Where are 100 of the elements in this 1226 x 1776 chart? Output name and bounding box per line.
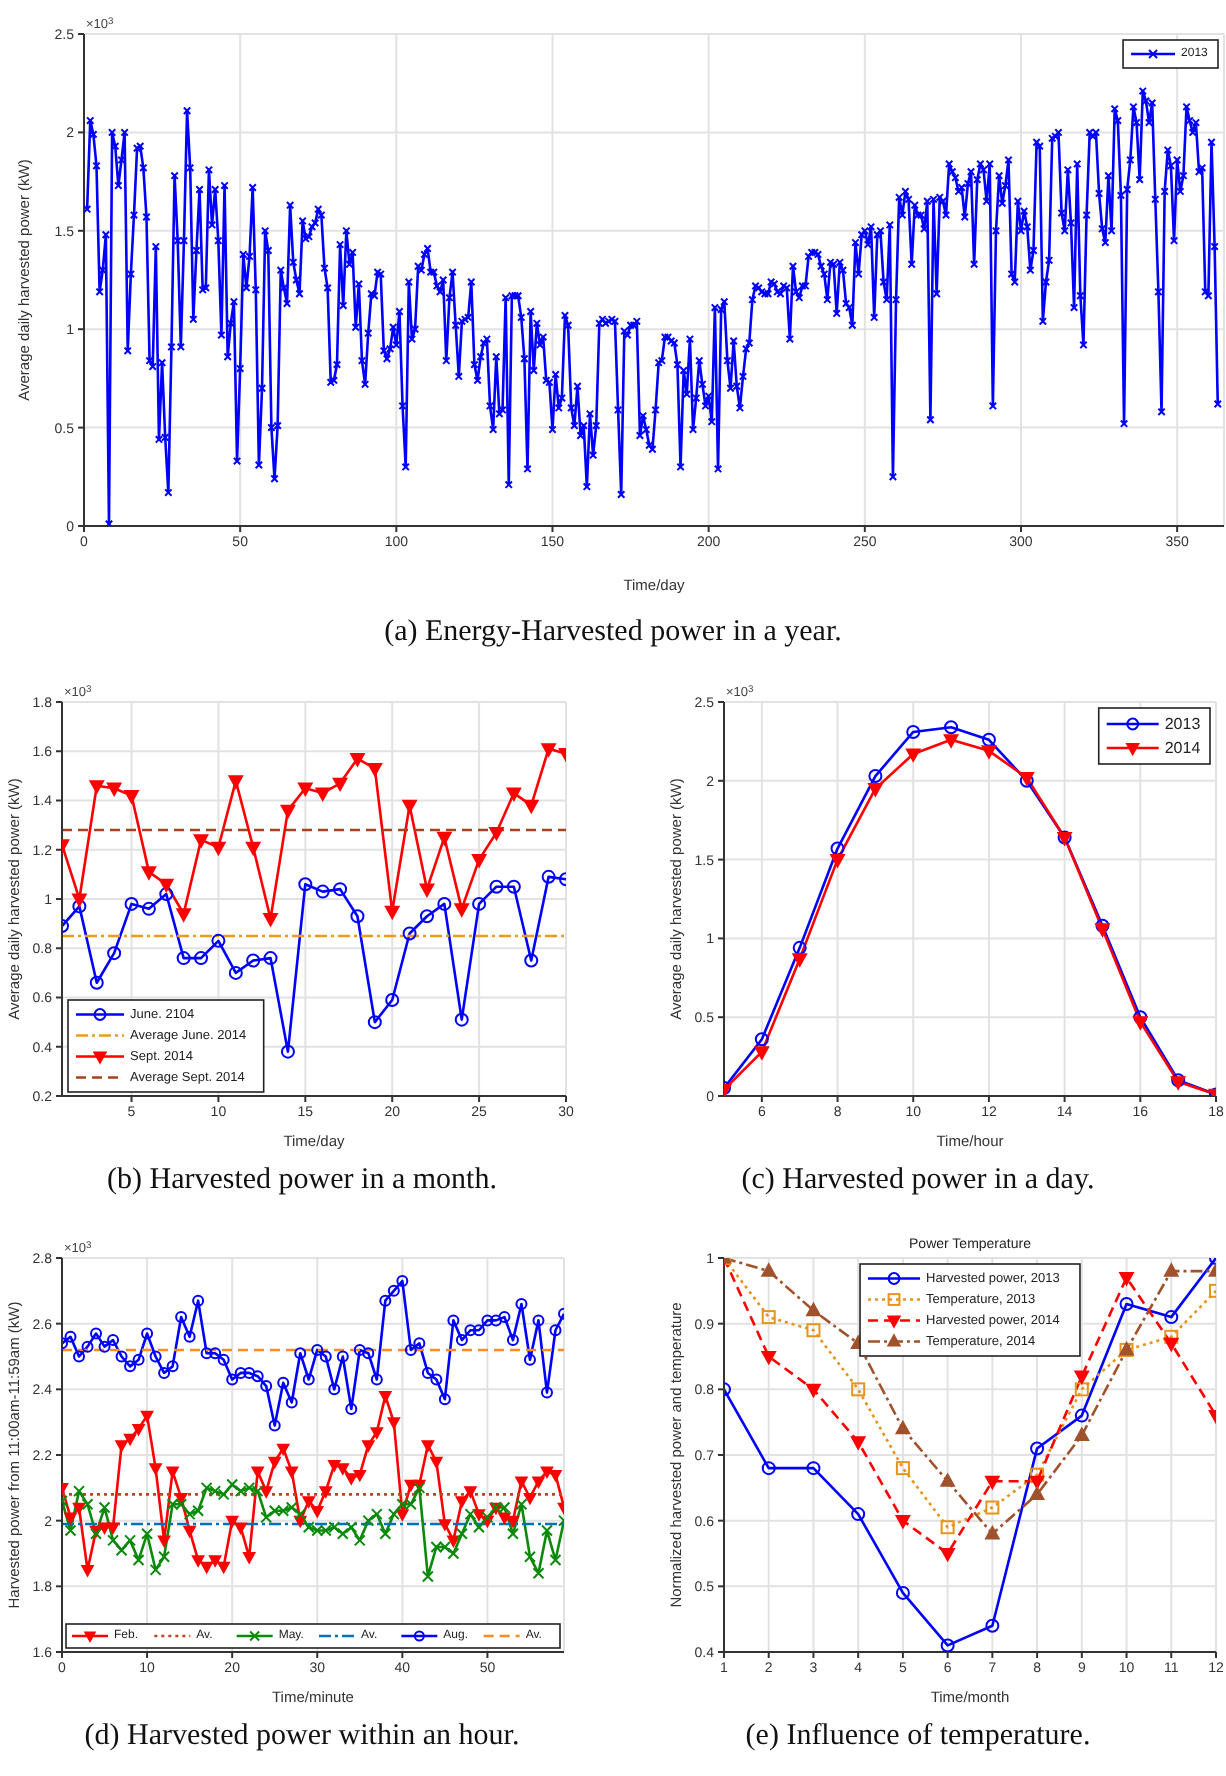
- point: [285, 1466, 299, 1479]
- point: [141, 901, 156, 916]
- point: [367, 762, 383, 777]
- point: [436, 831, 452, 846]
- point: [454, 1012, 469, 1027]
- point: [404, 1498, 417, 1511]
- point: [1095, 918, 1110, 933]
- point: [217, 1353, 230, 1366]
- point: [234, 1366, 247, 1379]
- point: [379, 1391, 392, 1403]
- point: [268, 1419, 281, 1432]
- point: [194, 951, 209, 966]
- point: [159, 887, 174, 902]
- point: [132, 1554, 145, 1567]
- point: [447, 1314, 460, 1327]
- point: [940, 1473, 956, 1487]
- point: [471, 854, 487, 868]
- point: [1119, 1272, 1134, 1286]
- point: [472, 1509, 486, 1521]
- point: [438, 1393, 451, 1406]
- point: [1030, 1441, 1045, 1456]
- point: [226, 1478, 239, 1491]
- point: [107, 1334, 120, 1347]
- point: [1132, 1016, 1148, 1030]
- point: [259, 1486, 273, 1498]
- point: [944, 720, 959, 735]
- point: [362, 1347, 375, 1360]
- point: [489, 879, 504, 894]
- point: [294, 1347, 307, 1360]
- point: [149, 1350, 162, 1363]
- point: [396, 1498, 409, 1511]
- point: [430, 1373, 443, 1386]
- text: (c) Harvested power in a day.: [739, 1164, 1097, 1198]
- point: [345, 1403, 358, 1416]
- point: [489, 826, 504, 841]
- point: [1119, 1296, 1134, 1311]
- point: [464, 1486, 477, 1498]
- point: [140, 1410, 154, 1423]
- point: [472, 1324, 485, 1337]
- point: [940, 1638, 955, 1652]
- point: [81, 1498, 94, 1511]
- point: [345, 1521, 358, 1534]
- point: [73, 1350, 86, 1363]
- point: [385, 992, 400, 1007]
- point: [523, 1550, 536, 1563]
- point: [353, 1343, 366, 1356]
- point: [260, 1380, 273, 1393]
- point: [549, 1554, 562, 1567]
- point: [506, 1334, 519, 1347]
- point: [806, 1461, 821, 1476]
- point: [362, 1440, 375, 1452]
- point: [754, 1046, 770, 1060]
- point: [524, 953, 539, 968]
- point: [1029, 1486, 1045, 1500]
- point: [404, 1343, 417, 1356]
- point: [124, 789, 139, 804]
- point: [523, 1492, 537, 1505]
- point: [830, 841, 845, 856]
- point: [532, 1314, 545, 1327]
- point: [315, 884, 330, 899]
- point: [115, 1544, 128, 1557]
- point: [506, 1515, 520, 1528]
- point: [895, 1585, 910, 1600]
- point: [981, 745, 997, 759]
- point: [276, 1443, 290, 1456]
- point: [792, 940, 807, 955]
- point: [515, 1476, 528, 1489]
- point: [124, 1360, 137, 1373]
- point: [985, 1500, 1000, 1515]
- point: [850, 1436, 866, 1450]
- point: [336, 1350, 349, 1363]
- point: [64, 1330, 77, 1343]
- text: (d) Harvested power within an hour.: [82, 1720, 522, 1754]
- point: [367, 1015, 382, 1030]
- point: [350, 909, 365, 924]
- point: [115, 1440, 128, 1452]
- point: [413, 1337, 426, 1350]
- point: [806, 1302, 821, 1317]
- point: [280, 1044, 295, 1059]
- point: [806, 1383, 821, 1398]
- point: [319, 1486, 333, 1498]
- point: [141, 1527, 154, 1540]
- point: [81, 1340, 94, 1353]
- point: [421, 1366, 434, 1379]
- point: [228, 965, 243, 980]
- point: [263, 913, 278, 927]
- point: [315, 787, 331, 802]
- point: [541, 869, 556, 884]
- point: [72, 1502, 86, 1515]
- point: [106, 1522, 120, 1535]
- point: [489, 1314, 502, 1327]
- point: [830, 854, 845, 868]
- point: [211, 933, 226, 948]
- point: [251, 1370, 264, 1383]
- point: [437, 896, 452, 911]
- point: [370, 1427, 384, 1439]
- point: [506, 879, 521, 894]
- point: [370, 1373, 383, 1386]
- point: [73, 1485, 86, 1498]
- point: [72, 899, 87, 914]
